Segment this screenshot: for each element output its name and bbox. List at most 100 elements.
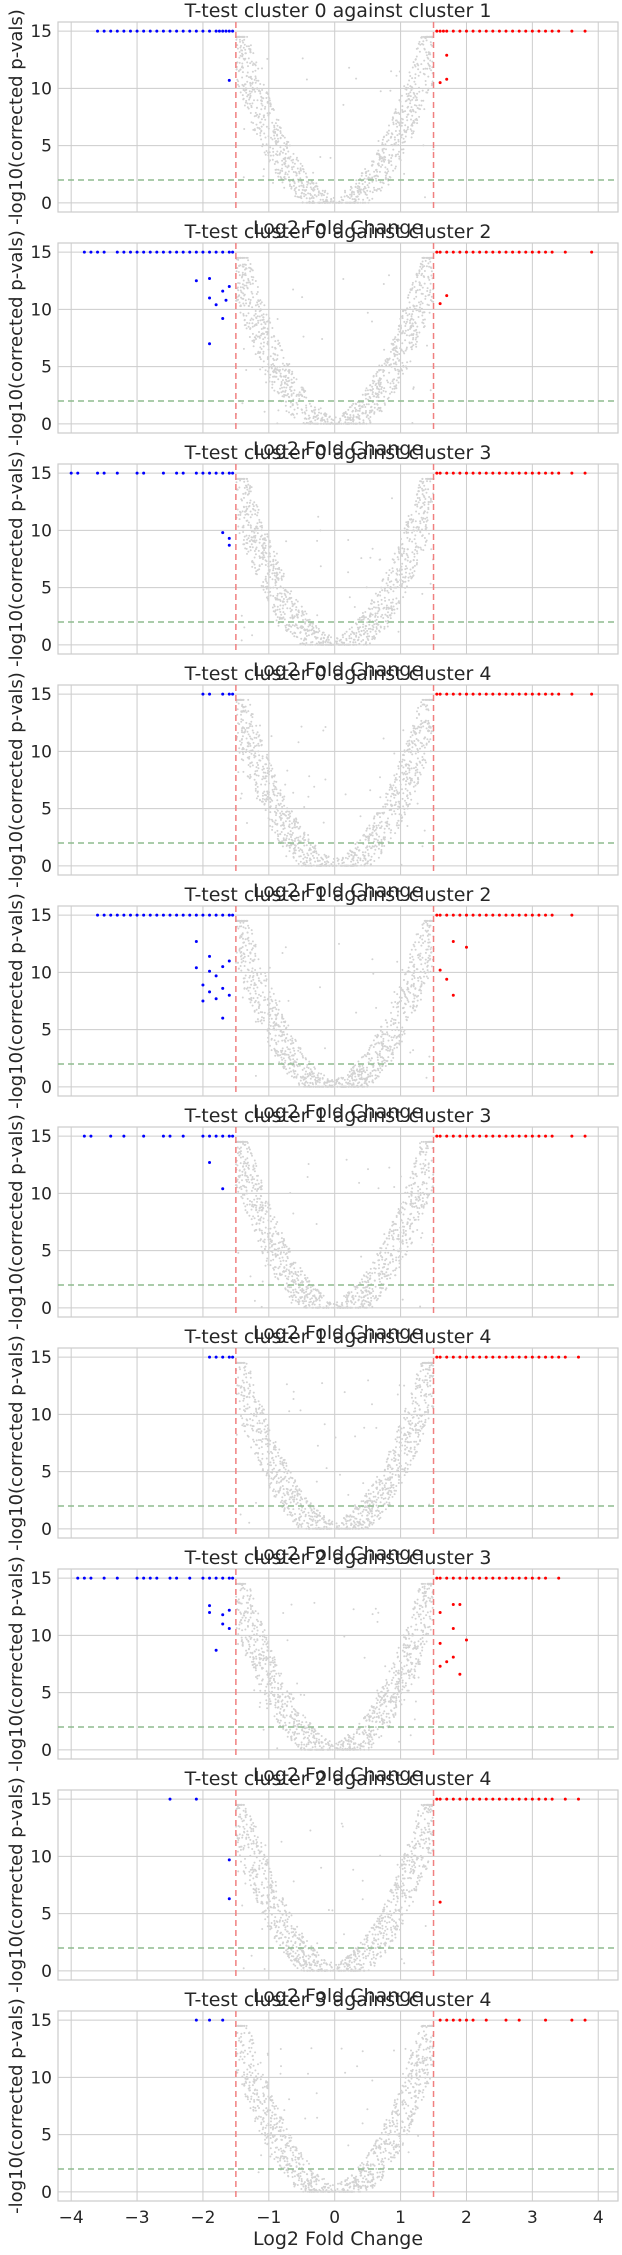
ns-point: [353, 638, 356, 641]
ns-point: [282, 598, 285, 600]
ns-point: [416, 289, 419, 292]
ns-point: [384, 178, 387, 181]
ns-point: [430, 270, 433, 273]
ns-point: [237, 70, 240, 73]
ns-point: [427, 508, 430, 511]
ns-point: [383, 589, 386, 592]
ns-point: [417, 486, 420, 489]
ns-point: [377, 396, 380, 399]
ns-point: [407, 763, 410, 766]
ns-point: [292, 165, 295, 168]
ns-point: [347, 643, 350, 646]
ns-point: [266, 358, 269, 360]
ns-point: [262, 168, 265, 171]
ns-point: [421, 314, 424, 317]
ns-point: [379, 812, 381, 815]
ns-point: [425, 529, 428, 532]
ns-point: [299, 177, 302, 180]
ns-point: [252, 529, 255, 532]
ns-point: [319, 156, 322, 158]
ns-point: [246, 727, 248, 729]
ns-point: [409, 560, 412, 563]
ns-point: [249, 773, 252, 776]
ns-point: [295, 192, 297, 195]
ns-point: [290, 185, 293, 188]
ns-point: [279, 792, 282, 795]
ns-point: [343, 643, 346, 646]
ns-point: [283, 364, 286, 367]
non-significant-points: [235, 35, 435, 204]
ns-point: [402, 754, 405, 757]
ns-point: [249, 986, 251, 989]
ns-point: [236, 708, 239, 711]
ns-point: [422, 68, 425, 70]
ns-point: [364, 389, 367, 392]
ns-point: [398, 155, 401, 158]
ns-point: [413, 305, 416, 308]
ns-point: [312, 864, 315, 867]
ns-point: [365, 586, 368, 589]
ns-point: [373, 406, 376, 409]
ns-point: [398, 157, 401, 160]
ns-point: [407, 990, 410, 993]
ns-point: [255, 114, 258, 117]
ns-point: [424, 524, 427, 526]
ns-point: [414, 727, 417, 730]
ns-point: [411, 66, 414, 69]
ns-point: [238, 264, 241, 267]
ns-point: [300, 605, 303, 608]
ns-point: [254, 336, 257, 339]
ns-point: [387, 139, 390, 142]
ns-point: [376, 371, 379, 374]
y-tick-label: 5: [41, 358, 52, 378]
ns-point: [394, 786, 397, 789]
significant-down-point: [221, 29, 225, 33]
ns-point: [354, 186, 357, 189]
ns-point: [244, 48, 247, 51]
ns-point: [430, 69, 433, 72]
ns-point: [303, 861, 306, 864]
ns-point: [265, 125, 268, 128]
ns-point: [352, 864, 355, 867]
ns-point: [416, 562, 418, 564]
significant-down-point: [142, 471, 146, 475]
ns-point: [286, 810, 289, 813]
ns-point: [287, 393, 289, 395]
ns-point: [258, 521, 261, 524]
ns-point: [309, 194, 312, 196]
ns-point: [248, 757, 251, 760]
ns-point: [280, 824, 282, 827]
ns-point: [309, 844, 312, 846]
ns-point: [353, 193, 356, 196]
ns-point: [259, 346, 262, 349]
ns-point: [404, 558, 407, 561]
ns-point: [422, 256, 425, 259]
ns-point: [420, 99, 423, 102]
ns-point: [425, 54, 428, 57]
ns-point: [352, 414, 355, 417]
ns-point: [403, 527, 406, 530]
ns-point: [387, 132, 390, 135]
ns-point: [392, 382, 395, 385]
ns-point: [279, 369, 281, 371]
ns-point: [266, 340, 269, 343]
significant-down-point: [227, 78, 231, 82]
ns-point: [296, 1073, 299, 1076]
significant-down-point: [161, 29, 165, 33]
significant-up-point: [491, 692, 495, 696]
ns-point: [406, 567, 408, 570]
ns-point: [431, 500, 433, 503]
ns-point: [397, 144, 400, 146]
ns-point: [414, 534, 417, 537]
ns-point: [257, 735, 260, 738]
ns-point: [242, 539, 245, 541]
ns-point: [383, 395, 386, 398]
ns-point: [402, 729, 405, 732]
ns-point: [421, 42, 423, 45]
ns-point: [375, 824, 378, 827]
ns-point: [347, 539, 350, 541]
ns-point: [274, 831, 277, 834]
significant-down-point: [76, 471, 80, 475]
ns-point: [407, 782, 410, 785]
ns-point: [266, 330, 269, 333]
